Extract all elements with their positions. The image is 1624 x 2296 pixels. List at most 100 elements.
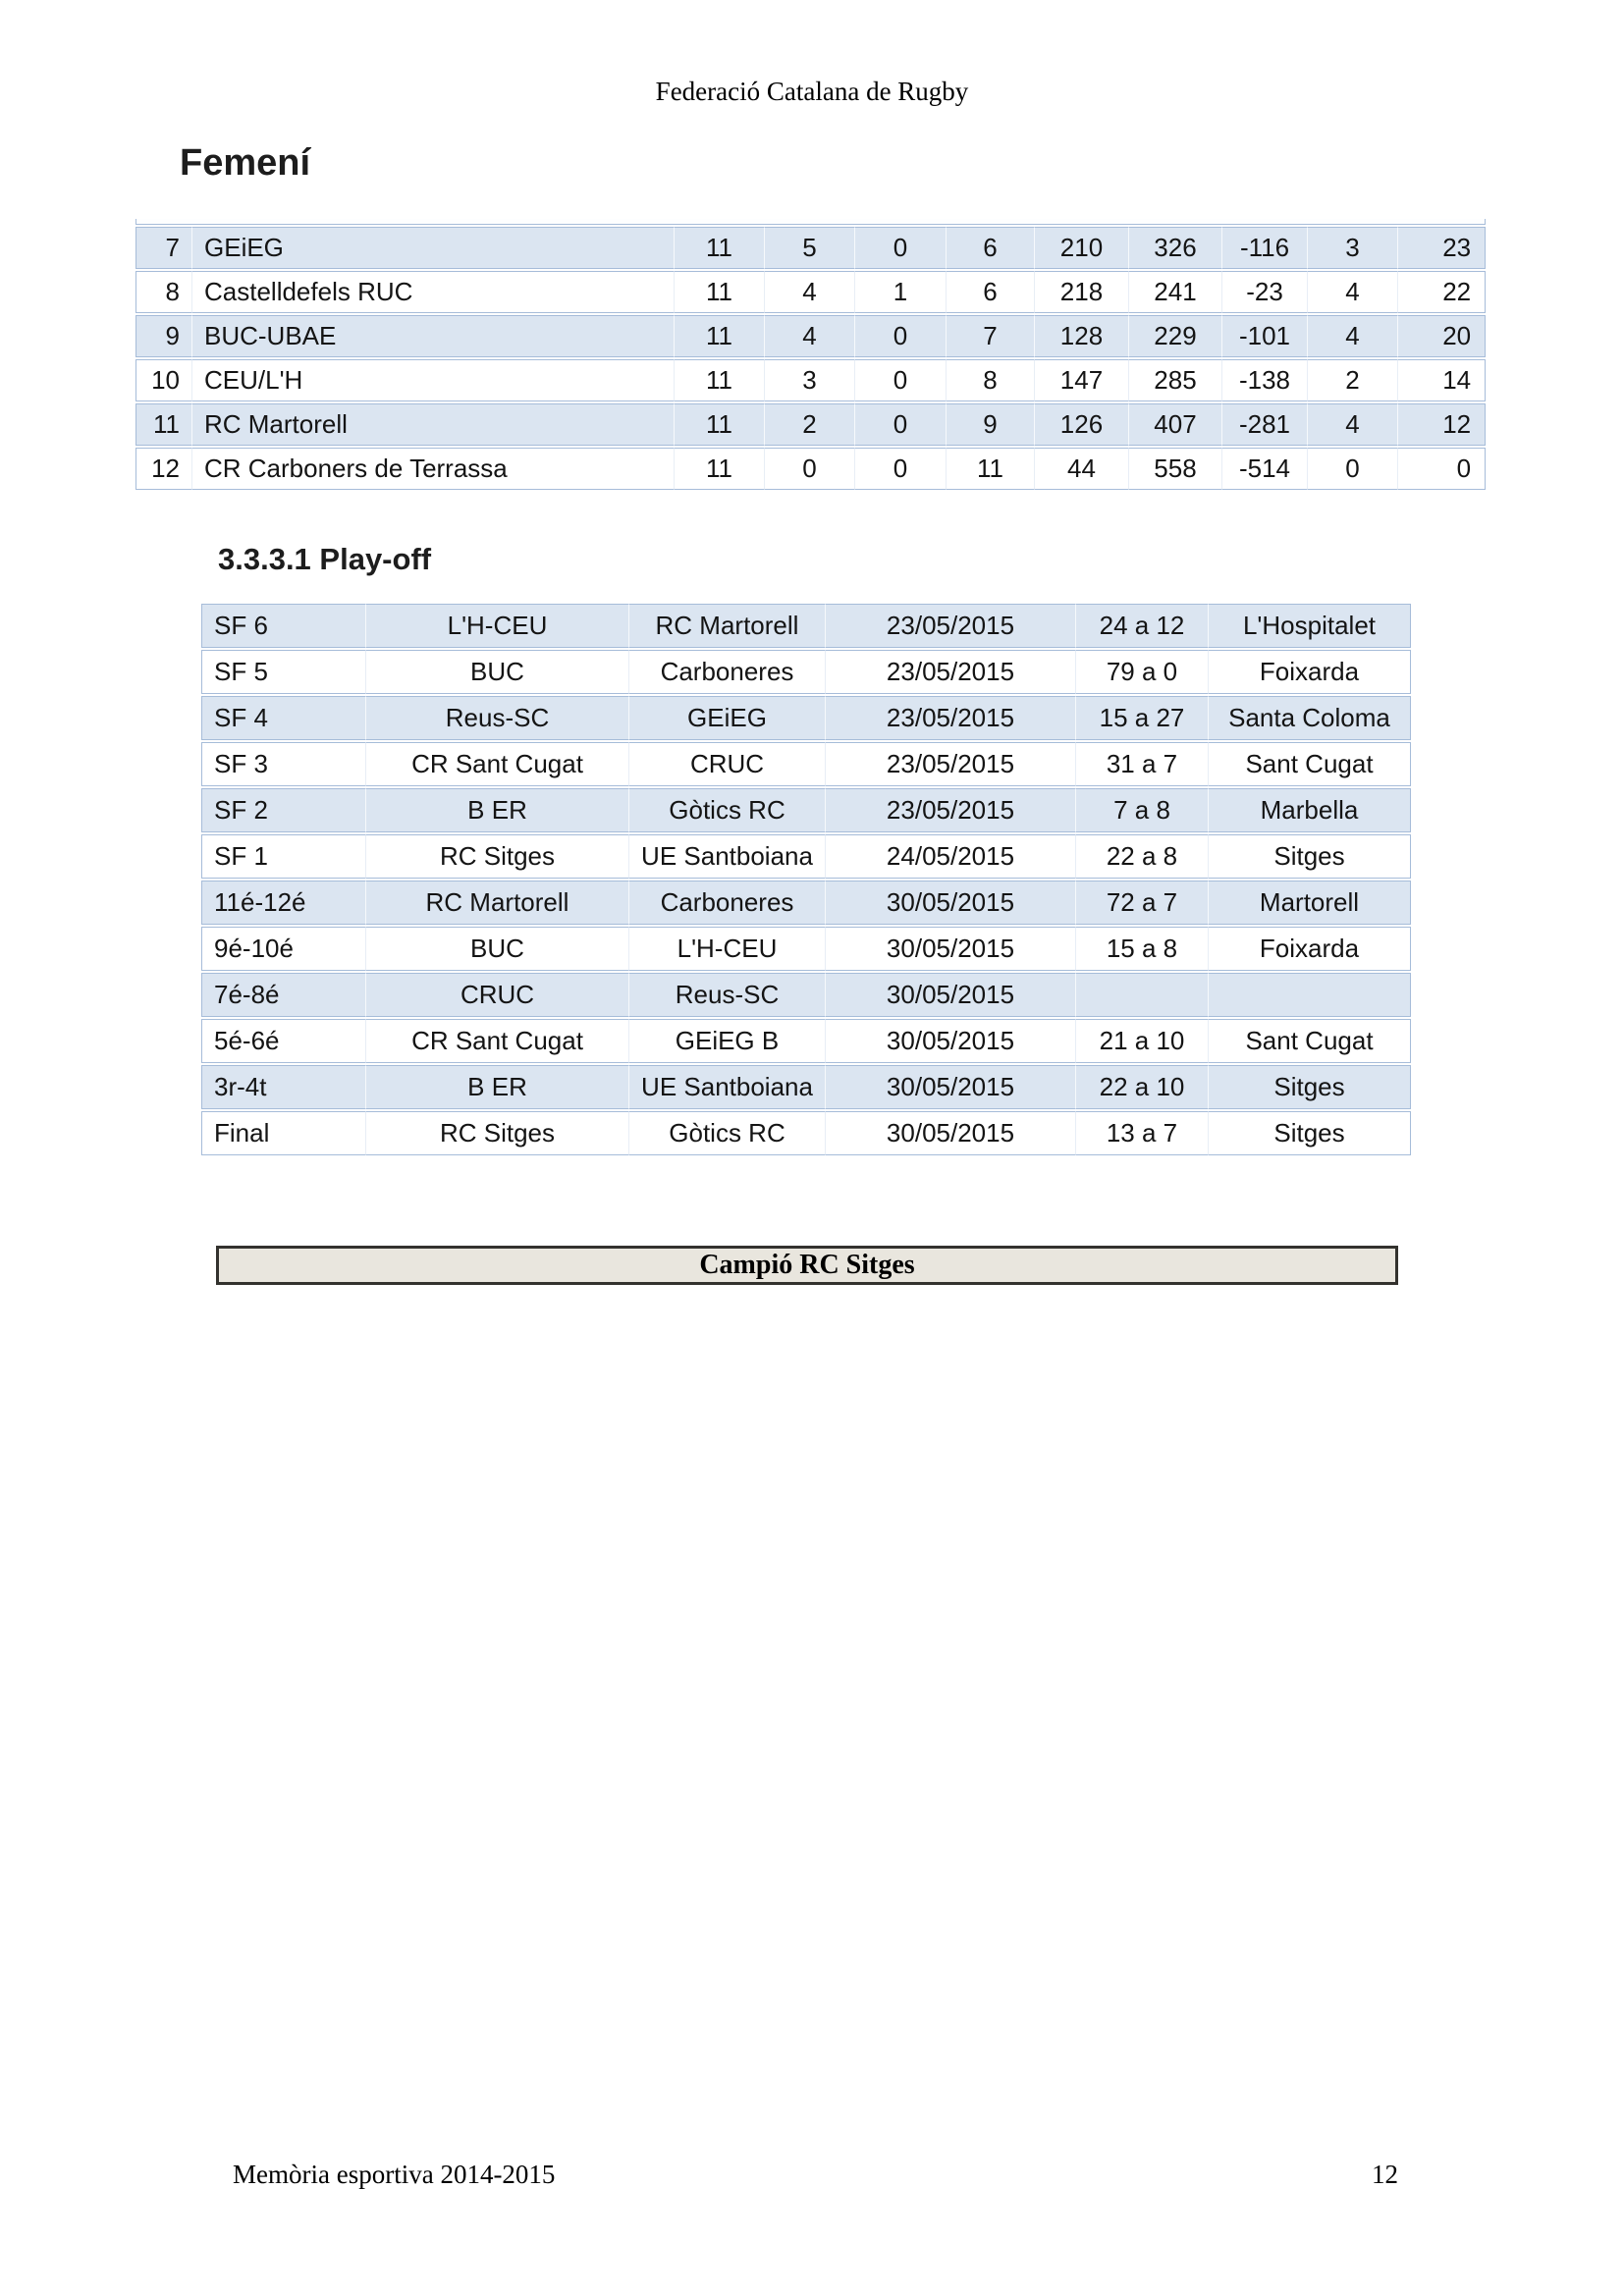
match-cell: SF 1 (201, 834, 365, 879)
table-row: 7é-8é CRUC Reus-SC 30/05/2015 (201, 973, 1411, 1017)
stat-cell: 4 (764, 271, 854, 313)
table-row: 11é-12é RC Martorell Carboneres 30/05/20… (201, 881, 1411, 925)
match-cell: 3r-4t (201, 1065, 365, 1109)
score-cell: 7 a 8 (1075, 788, 1208, 832)
date-cell: 23/05/2015 (825, 604, 1075, 648)
date-cell: 30/05/2015 (825, 973, 1075, 1017)
rank-cell: 7 (135, 227, 191, 269)
rank-cell: 12 (135, 448, 191, 490)
score-cell: 22 a 10 (1075, 1065, 1208, 1109)
stat-cell: 11 (674, 359, 764, 401)
stat-cell: -101 (1221, 315, 1307, 357)
team1-cell: Reus-SC (365, 696, 628, 740)
stat-cell: 285 (1128, 359, 1221, 401)
date-cell: 30/05/2015 (825, 1019, 1075, 1063)
score-cell: 15 a 27 (1075, 696, 1208, 740)
team1-cell: RC Sitges (365, 1111, 628, 1155)
stat-cell: -281 (1221, 403, 1307, 446)
stat-cell: 4 (1307, 315, 1397, 357)
venue-cell: Sant Cugat (1208, 742, 1411, 786)
stat-cell: 11 (674, 315, 764, 357)
table-row: 7 GEiEG 11 5 0 6 210 326 -116 3 23 (135, 227, 1487, 269)
stat-cell: 229 (1128, 315, 1221, 357)
venue-cell: Sitges (1208, 834, 1411, 879)
team2-cell: Gòtics RC (628, 788, 825, 832)
footer-document-title: Memòria esportiva 2014-2015 (233, 2160, 556, 2189)
stat-cell: 4 (1307, 271, 1397, 313)
table-row: 9 BUC-UBAE 11 4 0 7 128 229 -101 4 20 (135, 315, 1487, 357)
table-row: 9é-10é BUC L'H-CEU 30/05/2015 15 a 8 Foi… (201, 927, 1411, 971)
stat-cell: 3 (1307, 227, 1397, 269)
table-row: 3r-4t B ER UE Santboiana 30/05/2015 22 a… (201, 1065, 1411, 1109)
document-header: Federació Catalana de Rugby (655, 77, 969, 106)
team-cell: GEiEG (191, 227, 674, 269)
stat-cell: 3 (764, 359, 854, 401)
stat-cell: 128 (1034, 315, 1128, 357)
score-cell: 13 a 7 (1075, 1111, 1208, 1155)
stat-cell: 0 (854, 227, 946, 269)
table-row: SF 5 BUC Carboneres 23/05/2015 79 a 0 Fo… (201, 650, 1411, 694)
points-cell: 14 (1397, 359, 1487, 401)
stat-cell: 0 (854, 403, 946, 446)
team2-cell: GEiEG (628, 696, 825, 740)
date-cell: 23/05/2015 (825, 788, 1075, 832)
table-row: 8 Castelldefels RUC 11 4 1 6 218 241 -23… (135, 271, 1487, 313)
stat-cell: 11 (674, 271, 764, 313)
stat-cell: 407 (1128, 403, 1221, 446)
match-cell: SF 2 (201, 788, 365, 832)
stat-cell: 2 (764, 403, 854, 446)
stat-cell: 326 (1128, 227, 1221, 269)
table-row: SF 1 RC Sitges UE Santboiana 24/05/2015 … (201, 834, 1411, 879)
match-cell: 5é-6é (201, 1019, 365, 1063)
points-cell: 20 (1397, 315, 1487, 357)
standings-table: 7 GEiEG 11 5 0 6 210 326 -116 3 23 8 Cas… (135, 217, 1487, 492)
champion-text: Campió RC Sitges (699, 1250, 915, 1280)
table-row: 12 CR Carboners de Terrassa 11 0 0 11 44… (135, 448, 1487, 490)
venue-cell: Foixarda (1208, 650, 1411, 694)
venue-cell: Foixarda (1208, 927, 1411, 971)
match-cell: SF 6 (201, 604, 365, 648)
date-cell: 23/05/2015 (825, 696, 1075, 740)
stat-cell: 0 (764, 448, 854, 490)
venue-cell: L'Hospitalet (1208, 604, 1411, 648)
champion-banner: Campió RC Sitges (216, 1246, 1398, 1285)
footer-page-number: 12 (1372, 2160, 1398, 2189)
stat-cell: 11 (674, 448, 764, 490)
team2-cell: CRUC (628, 742, 825, 786)
team2-cell: Carboneres (628, 650, 825, 694)
team1-cell: B ER (365, 788, 628, 832)
score-cell: 31 a 7 (1075, 742, 1208, 786)
table-row: 10 CEU/L'H 11 3 0 8 147 285 -138 2 14 (135, 359, 1487, 401)
stat-cell: 0 (1307, 448, 1397, 490)
table-row: SF 2 B ER Gòtics RC 23/05/2015 7 a 8 Mar… (201, 788, 1411, 832)
stat-cell: 6 (946, 271, 1034, 313)
rank-cell: 11 (135, 403, 191, 446)
score-cell: 15 a 8 (1075, 927, 1208, 971)
table-row: SF 3 CR Sant Cugat CRUC 23/05/2015 31 a … (201, 742, 1411, 786)
team2-cell: Carboneres (628, 881, 825, 925)
date-cell: 24/05/2015 (825, 834, 1075, 879)
score-cell: 22 a 8 (1075, 834, 1208, 879)
team1-cell: CRUC (365, 973, 628, 1017)
table-row: 11 RC Martorell 11 2 0 9 126 407 -281 4 … (135, 403, 1487, 446)
stat-cell: 147 (1034, 359, 1128, 401)
stat-cell: 7 (946, 315, 1034, 357)
team2-cell: RC Martorell (628, 604, 825, 648)
rank-cell: 8 (135, 271, 191, 313)
table-row: SF 4 Reus-SC GEiEG 23/05/2015 15 a 27 Sa… (201, 696, 1411, 740)
team1-cell: RC Martorell (365, 881, 628, 925)
date-cell: 23/05/2015 (825, 742, 1075, 786)
stat-cell: 210 (1034, 227, 1128, 269)
rank-cell: 10 (135, 359, 191, 401)
stat-cell: 558 (1128, 448, 1221, 490)
venue-cell (1208, 973, 1411, 1017)
stat-cell: 4 (764, 315, 854, 357)
stat-cell: 5 (764, 227, 854, 269)
stat-cell: 8 (946, 359, 1034, 401)
venue-cell: Sitges (1208, 1065, 1411, 1109)
team1-cell: BUC (365, 927, 628, 971)
stat-cell: -116 (1221, 227, 1307, 269)
venue-cell: Marbella (1208, 788, 1411, 832)
team-cell: CR Carboners de Terrassa (191, 448, 674, 490)
venue-cell: Santa Coloma (1208, 696, 1411, 740)
